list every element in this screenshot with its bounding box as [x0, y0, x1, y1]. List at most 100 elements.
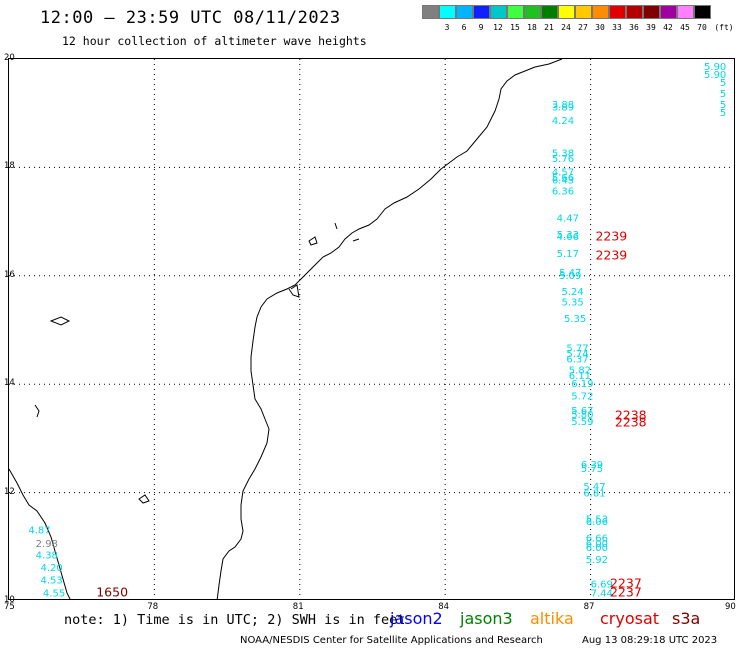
color-scale-label: 30: [595, 23, 605, 32]
wave-height-value: 5.17: [557, 249, 579, 260]
wave-height-value: 5.90: [704, 62, 726, 73]
wave-height-value: 5.35: [564, 314, 586, 325]
y-tick-label: 12: [4, 486, 15, 497]
lake-2: [34, 404, 40, 418]
wave-height-value: 5: [720, 100, 726, 111]
wave-height-value: 5.38: [552, 149, 574, 160]
pass-time-label: 2239: [595, 248, 627, 263]
pass-time-label: 2238: [615, 414, 647, 429]
color-scale-label: 9: [478, 23, 484, 32]
wave-height-value: 4.20: [41, 563, 63, 574]
wave-height-value: 5.53: [586, 514, 608, 525]
color-scale-label: 27: [578, 23, 588, 32]
wave-height-value: 5.80: [571, 410, 593, 421]
x-tick-label: 87: [583, 602, 595, 612]
wave-height-value: 5.92: [586, 555, 608, 566]
wave-height-value: 3.89: [552, 102, 574, 113]
wave-height-value: 5.74: [566, 349, 588, 360]
color-scale-label: 12: [493, 23, 503, 32]
color-scale-unit: (ft): [714, 23, 734, 32]
wave-height-value: 5.76: [552, 154, 574, 165]
color-cell: [456, 5, 473, 19]
y-tick-label: 14: [4, 378, 15, 389]
color-scale-label: 42: [663, 23, 673, 32]
legend-s3a: s3a: [672, 609, 701, 628]
coastline-west-india: [9, 468, 71, 599]
wave-height-value: 5: [720, 78, 726, 89]
wave-height-value: 4.24: [552, 116, 574, 127]
wave-height-value: 6.39: [581, 460, 603, 471]
chart-subtitle: 12 hour collection of altimeter wave hei…: [62, 34, 367, 48]
timestamp: Aug 13 08:29:18 UTC 2023: [582, 635, 718, 646]
color-cell: [592, 5, 609, 19]
pass-time-label: 2238: [615, 407, 647, 422]
x-tick-label: 90: [725, 602, 736, 612]
lat-lon-grid: [9, 59, 734, 599]
credit-line: NOAA/NESDIS Center for Satellite Applica…: [240, 635, 543, 646]
color-scale-label: 70: [697, 23, 707, 32]
wave-height-value: 5.47: [583, 482, 605, 493]
x-tick-label: 81: [292, 602, 304, 612]
wave-height-value: 5.24: [562, 287, 584, 298]
color-cell: [626, 5, 643, 19]
wave-height-value: 6.43: [552, 176, 574, 187]
wave-height-value: 5.66: [552, 173, 574, 184]
island-3: [352, 238, 360, 242]
color-scale-label: 6: [461, 23, 467, 32]
color-cell: [694, 5, 711, 19]
wave-height-value: 4.55: [43, 589, 65, 600]
wave-height-value: 5.59: [571, 417, 593, 428]
color-cell: [609, 5, 626, 19]
wave-height-value: 6.00: [586, 539, 608, 550]
footer-note: note: 1) Time is in UTC; 2) SWH is in fe…: [64, 612, 406, 628]
color-scale-label: 33: [612, 23, 622, 32]
wave-height-value: 3.88: [552, 100, 574, 111]
color-cell: [507, 5, 524, 19]
wave-height-value: 5.77: [566, 344, 588, 355]
pass-time-label: 2239: [595, 229, 627, 244]
island-1: [308, 236, 318, 246]
wave-height-value: 4.53: [41, 576, 63, 587]
color-scale-label: 15: [510, 23, 520, 32]
wave-height-value: 5.09: [559, 271, 581, 282]
coastline-detail: [288, 284, 300, 298]
color-cell: [558, 5, 575, 19]
color-cell: [660, 5, 677, 19]
color-scale-label: 45: [680, 23, 690, 32]
wave-height-value: 5.75: [581, 464, 603, 475]
color-cell: [422, 5, 439, 19]
wave-height-value: 2.98: [36, 539, 58, 550]
color-scale-label: 39: [646, 23, 656, 32]
wave-height-value: 6.19: [571, 379, 593, 390]
y-tick-label: 10: [4, 595, 15, 605]
wave-height-value: 6.11: [569, 371, 591, 382]
y-tick-label: 16: [4, 269, 15, 280]
wave-height-value: 7.44: [591, 589, 613, 600]
color-cell: [677, 5, 694, 19]
pass-time-label: 1650: [96, 585, 128, 600]
x-tick-label: 78: [147, 602, 159, 612]
wave-height-value: 4.66: [557, 232, 579, 243]
wave-height-value: 5.67: [571, 406, 593, 417]
legend-altika: altika: [530, 609, 574, 628]
color-scale-label: 21: [544, 23, 554, 32]
color-cell: [439, 5, 456, 19]
color-cell: [575, 5, 592, 19]
pass-time-label: 2237: [610, 585, 642, 600]
x-tick-label: 84: [438, 602, 450, 612]
coastline-east-india: [216, 59, 563, 599]
wave-height-value: 5.90: [704, 70, 726, 81]
map-plot-area: 3.88 3.89 4.24 5.38 5.76 4.57 5.66 6.43 6.36 4.47…: [8, 58, 735, 600]
wave-height-value: 6.37: [566, 355, 588, 366]
color-cell: [643, 5, 660, 19]
wave-height-value: 4.87: [28, 525, 50, 536]
legend-jason3: jason3: [460, 609, 513, 628]
color-cell: [524, 5, 541, 19]
wave-height-value: 6.36: [552, 187, 574, 198]
wave-height-value: 4.47: [557, 214, 579, 225]
color-scale-label: 24: [561, 23, 571, 32]
wave-height-value: 6.66: [586, 533, 608, 544]
color-scale-label: 36: [629, 23, 639, 32]
legend-cryosat: cryosat: [600, 609, 660, 628]
wave-height-value: 5.72: [571, 391, 593, 402]
